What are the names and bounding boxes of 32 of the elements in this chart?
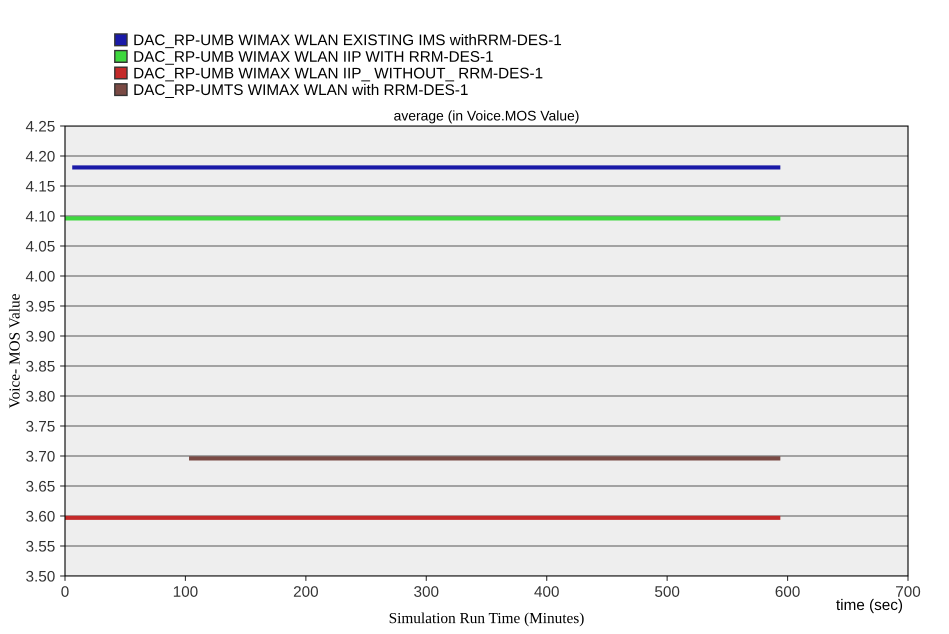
x-tick-label: 0 (61, 586, 69, 597)
text: time (sec) (836, 598, 902, 614)
x-tick-label: 100 (174, 586, 198, 597)
x-axis-title: Simulation Run Time (Minutes) (390, 612, 584, 626)
y-axis-title: Voice- MOS Value (8, 294, 20, 408)
legend-label: DAC_RP-UMTS WIMAX WLAN with RRM-DES-1 (134, 84, 468, 98)
y-tick-label: 4.00 (26, 270, 55, 282)
y-tick-label: 3.90 (26, 330, 55, 342)
y-tick-label: 4.05 (26, 240, 55, 252)
y-tick-label: 3.55 (26, 540, 55, 552)
y-tick-label: 3.70 (26, 450, 55, 462)
y-tick-label: 3.75 (26, 420, 55, 432)
y-tick-label: 3.80 (26, 390, 55, 402)
y-tick-label: 3.65 (26, 480, 55, 492)
y-tick-label: 3.50 (26, 570, 55, 582)
x-tick-label: 300 (414, 586, 438, 597)
x-tick-label: 200 (294, 586, 318, 597)
y-tick-label: 4.10 (26, 210, 55, 222)
y-tick-label: 4.15 (26, 181, 55, 192)
y-tick-label: 4.25 (26, 120, 55, 132)
y-tick-label: 3.85 (26, 360, 55, 372)
x-tick-label: 400 (534, 586, 559, 597)
legend-label: DAC_RP-UMB WIMAX WLAN IIP WITH RRM-DES-1 (134, 51, 493, 65)
y-tick-label: 3.60 (26, 510, 55, 522)
x-tick-label: 700 (896, 586, 920, 597)
chart-title: average (in Voice.MOS Value) (394, 110, 579, 124)
x-tick-label: 600 (776, 586, 800, 597)
x-tick-label: 500 (655, 586, 680, 597)
legend-label: DAC_RP-UMB WIMAX WLAN IIP_ WITHOUT_ RRM-DES-1 (134, 68, 542, 82)
y-tick-label: 4.20 (26, 150, 55, 162)
y-tick-label: 3.95 (26, 300, 55, 312)
legend-label: DAC_RP-UMB WIMAX WLAN EXISTING IMS withRRM-DES-1 (134, 34, 562, 48)
